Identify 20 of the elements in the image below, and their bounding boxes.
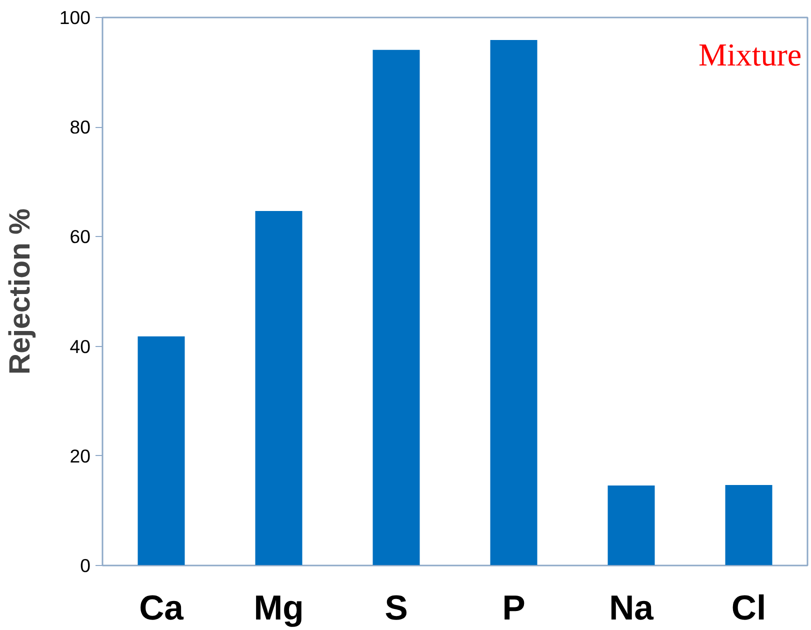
bar: [725, 484, 772, 566]
y-tick-label: 80: [70, 116, 91, 138]
y-axis-title: Rejection %: [3, 208, 36, 375]
x-tick-label: Mg: [254, 590, 304, 628]
x-tick-label: Cl: [731, 590, 766, 628]
x-tick-label: P: [502, 590, 526, 628]
x-tick-label: S: [384, 590, 408, 628]
annotation: Mixture: [698, 36, 802, 72]
y-tick-label: 40: [70, 336, 91, 357]
x-tick-label: Na: [609, 590, 654, 628]
bar: [372, 50, 420, 566]
y-tick-label: 0: [80, 555, 91, 576]
x-tick-label: Ca: [139, 590, 184, 628]
bar: [138, 336, 185, 566]
bar: [255, 210, 302, 566]
y-tick-label: 20: [70, 445, 91, 466]
bar: [608, 485, 655, 566]
bar: [490, 40, 538, 566]
y-tick-label: 60: [70, 226, 91, 248]
y-tick-label: 100: [59, 7, 91, 28]
